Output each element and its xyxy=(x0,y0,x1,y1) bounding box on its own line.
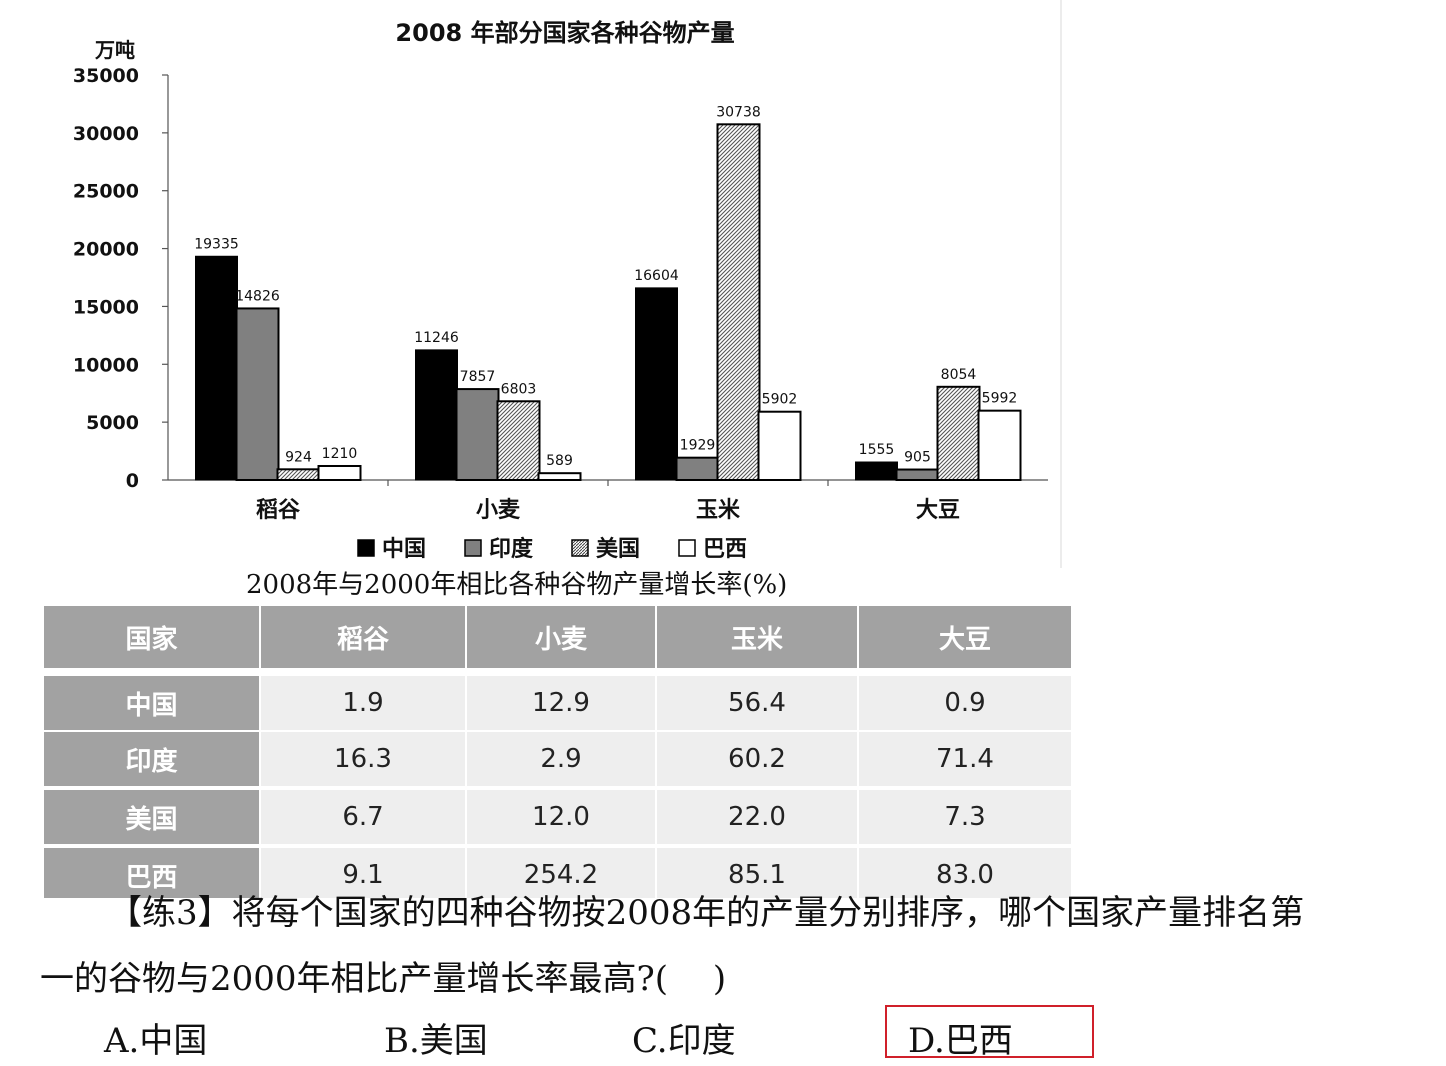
bar-巴西-稻谷 xyxy=(317,464,362,481)
data-label: 1555 xyxy=(859,442,895,458)
table-row-header: 巴西 xyxy=(44,848,259,898)
table-cell: 71.4 xyxy=(859,732,1071,786)
table-cell: 16.3 xyxy=(261,732,465,786)
table-row-header: 印度 xyxy=(44,732,259,786)
table-row-header: 中国 xyxy=(44,676,259,730)
data-label: 6803 xyxy=(501,381,537,397)
table-cell: 83.0 xyxy=(859,848,1071,898)
bar-巴西-大豆 xyxy=(977,409,1022,481)
y-tick-label: 0 xyxy=(126,470,139,492)
y-tick-label: 25000 xyxy=(73,181,139,203)
bar-巴西-玉米 xyxy=(757,410,802,481)
question-line-1-text: 【练3】将每个国家的四种谷物按2008年的产量分别排序，哪个国家产量排名第 xyxy=(108,893,1305,933)
option-b[interactable]: B.美国 xyxy=(384,1021,488,1061)
data-label: 8054 xyxy=(941,367,977,383)
y-axis-unit-label: 万吨 xyxy=(94,38,135,62)
legend-swatch-巴西 xyxy=(678,539,696,557)
bar-巴西-小麦 xyxy=(537,472,582,481)
data-label: 30738 xyxy=(716,104,761,120)
bar-美国-大豆 xyxy=(936,385,981,481)
table-cell: 2.9 xyxy=(467,732,655,786)
question-text: 【练3】将每个国家的四种谷物按2008年的产量分别排序，哪个国家产量排名第 一的… xyxy=(40,880,1420,1012)
data-label: 5992 xyxy=(982,391,1018,407)
y-tick-label: 20000 xyxy=(73,239,139,261)
table-cell: 60.2 xyxy=(657,732,857,786)
legend-label: 美国 xyxy=(596,536,640,562)
y-tick-label: 5000 xyxy=(86,412,139,434)
x-category-label: 小麦 xyxy=(476,497,521,523)
bar-中国-小麦 xyxy=(415,349,458,481)
bar-中国-大豆 xyxy=(855,461,898,481)
data-label: 14826 xyxy=(235,288,280,304)
table-cell: 7.3 xyxy=(859,790,1071,844)
y-tick-label: 10000 xyxy=(73,354,139,376)
table-cell: 22.0 xyxy=(657,790,857,844)
legend-label: 巴西 xyxy=(703,537,747,562)
bar-美国-小麦 xyxy=(496,400,541,481)
option-d[interactable]: D.巴西 xyxy=(908,1021,1013,1061)
bar-美国-稻谷 xyxy=(276,468,321,482)
legend-label: 中国 xyxy=(382,537,426,562)
table-cell: 85.1 xyxy=(657,848,857,898)
answer-highlight-box xyxy=(885,1005,1094,1058)
table-cell: 0.9 xyxy=(859,676,1071,730)
legend-label: 印度 xyxy=(489,536,534,562)
data-label: 19335 xyxy=(194,236,239,252)
chart-panel: 2008 年部分国家各种谷物产量万吨 35000 30000 25000 20000 15… xyxy=(0,0,1060,568)
table-header-cell: 大豆 xyxy=(859,606,1071,668)
y-tick-label: 30000 xyxy=(73,123,139,145)
bar-印度-玉米 xyxy=(675,456,720,481)
data-label: 1210 xyxy=(322,446,358,462)
bar-印度-小麦 xyxy=(455,388,500,481)
option-c[interactable]: C.印度 xyxy=(632,1021,736,1061)
question-line-1: 【练3】将每个国家的四种谷物按2008年的产量分别排序，哪个国家产量排名第 xyxy=(40,880,1420,946)
legend-swatch-中国 xyxy=(357,539,375,557)
table-cell: 9.1 xyxy=(261,848,465,898)
data-label: 16604 xyxy=(634,268,679,284)
x-category-label: 大豆 xyxy=(916,498,960,523)
table-cell: 56.4 xyxy=(657,676,857,730)
table-cell: 6.7 xyxy=(261,790,465,844)
option-a[interactable]: A.中国 xyxy=(104,1021,208,1061)
table-cell: 254.2 xyxy=(467,848,655,898)
data-label: 589 xyxy=(546,453,573,469)
bar-中国-玉米 xyxy=(635,287,678,481)
table-header-cell: 玉米 xyxy=(657,606,857,668)
chart-title: 2008 年部分国家各种谷物产量 xyxy=(395,19,734,47)
data-label: 1929 xyxy=(680,438,716,454)
y-tick-label: 35000 xyxy=(73,65,139,87)
table-header-cell: 稻谷 xyxy=(261,606,465,668)
bar-印度-大豆 xyxy=(895,468,940,482)
data-label: 7857 xyxy=(460,369,496,385)
table-row-header: 美国 xyxy=(44,790,259,844)
legend-swatch-美国 xyxy=(571,539,589,557)
question-line-2: 一的谷物与2000年相比产量增长率最高?( ) xyxy=(40,959,727,999)
table-cell: 12.9 xyxy=(467,676,655,730)
data-label: 5902 xyxy=(762,392,798,408)
y-tick-label: 15000 xyxy=(73,296,139,318)
bar-中国-稻谷 xyxy=(195,255,238,481)
data-label: 905 xyxy=(904,450,931,466)
data-label: 11246 xyxy=(414,330,459,346)
legend-swatch-印度 xyxy=(464,539,482,557)
table-cell: 12.0 xyxy=(467,790,655,844)
bar-美国-玉米 xyxy=(716,123,761,481)
data-label: 924 xyxy=(285,449,312,465)
x-category-label: 稻谷 xyxy=(256,498,301,523)
bar-印度-稻谷 xyxy=(235,307,280,481)
table-header-cell: 国家 xyxy=(44,606,259,668)
table-title: 2008年与2000年相比各种谷物产量增长率(%) xyxy=(246,570,788,600)
table-cell: 1.9 xyxy=(261,676,465,730)
table-header-cell: 小麦 xyxy=(467,606,655,668)
x-category-label: 玉米 xyxy=(696,498,741,523)
growth-rate-table: 国家 稻谷 小麦 玉米 大豆中国 1.9 12.9 56.4 0.9 印度 16.3 2.9 60.2 7… xyxy=(44,606,1071,898)
